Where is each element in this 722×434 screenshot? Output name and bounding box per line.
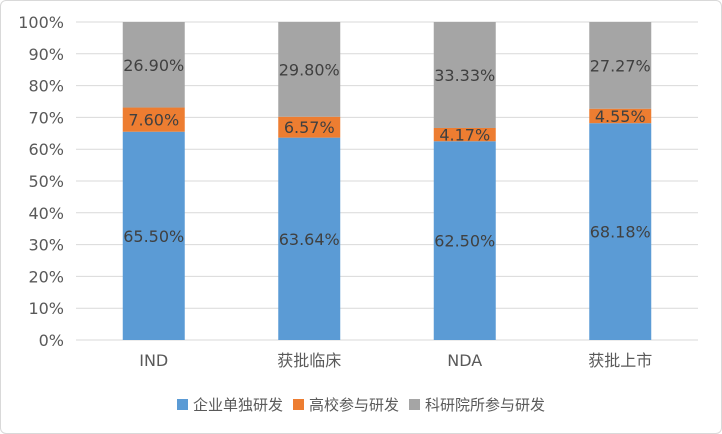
legend: 企业单独研发 高校参与研发 科研院所参与研发 [177,396,545,414]
bar-segment [433,127,496,142]
data-label: 4.55% [595,107,646,126]
data-label: 7.60% [128,111,179,130]
bar-segment [278,137,341,340]
bars [122,21,652,341]
legend-swatch [177,399,188,410]
legend-swatch [293,399,304,410]
data-label: 62.50% [434,232,495,251]
y-tick-label: 30% [28,236,64,255]
data-label: 6.57% [284,118,335,137]
bar-segment [589,123,652,341]
y-tick-label: 70% [28,108,64,127]
x-category-label: 获批临床 [277,351,341,370]
y-tick-label: 10% [28,299,64,318]
data-labels: 65.50% 7.60% 26.90% 63.64% 6.57% 29.80% 62.50%… [123,56,651,251]
data-label: 68.18% [590,223,651,242]
bar-segment [122,107,185,132]
data-label: 63.64% [279,230,340,249]
y-tick-label: 0% [39,331,64,350]
y-tick-label: 80% [28,77,64,96]
legend-label: 高校参与研发 [309,396,399,414]
bar-segment [278,116,341,138]
bar-segment [278,21,341,117]
x-axis-categories: IND 获批临床 NDA 获批上市 [139,351,652,370]
x-category-label: IND [139,351,168,370]
data-label: 65.50% [123,227,184,246]
x-category-label: 获批上市 [588,351,652,370]
legend-label: 科研院所参与研发 [425,396,545,414]
y-tick-label: 50% [28,172,64,191]
data-label: 29.80% [279,60,340,79]
bar-segment [122,22,185,108]
bar-segment [589,22,652,109]
data-label: 26.90% [123,56,184,75]
data-label: 33.33% [434,66,495,85]
bar-segment [433,22,496,128]
y-tick-label: 60% [28,140,64,159]
bar-segment [433,141,496,340]
data-label: 27.27% [590,56,651,75]
x-category-label: NDA [447,351,482,370]
y-tick-label: 40% [28,204,64,223]
data-label: 4.17% [439,126,490,145]
legend-swatch [409,399,420,410]
y-tick-label: 20% [28,267,64,286]
y-tick-label: 90% [28,45,64,64]
legend-label: 企业单独研发 [193,396,283,414]
y-axis-ticks: 0% 10% 20% 30% 40% 50% 60% 70% 80% 90% 100% [18,13,64,350]
bar-segment [589,108,652,124]
bar-segment [122,131,185,340]
y-tick-label: 100% [18,13,64,32]
